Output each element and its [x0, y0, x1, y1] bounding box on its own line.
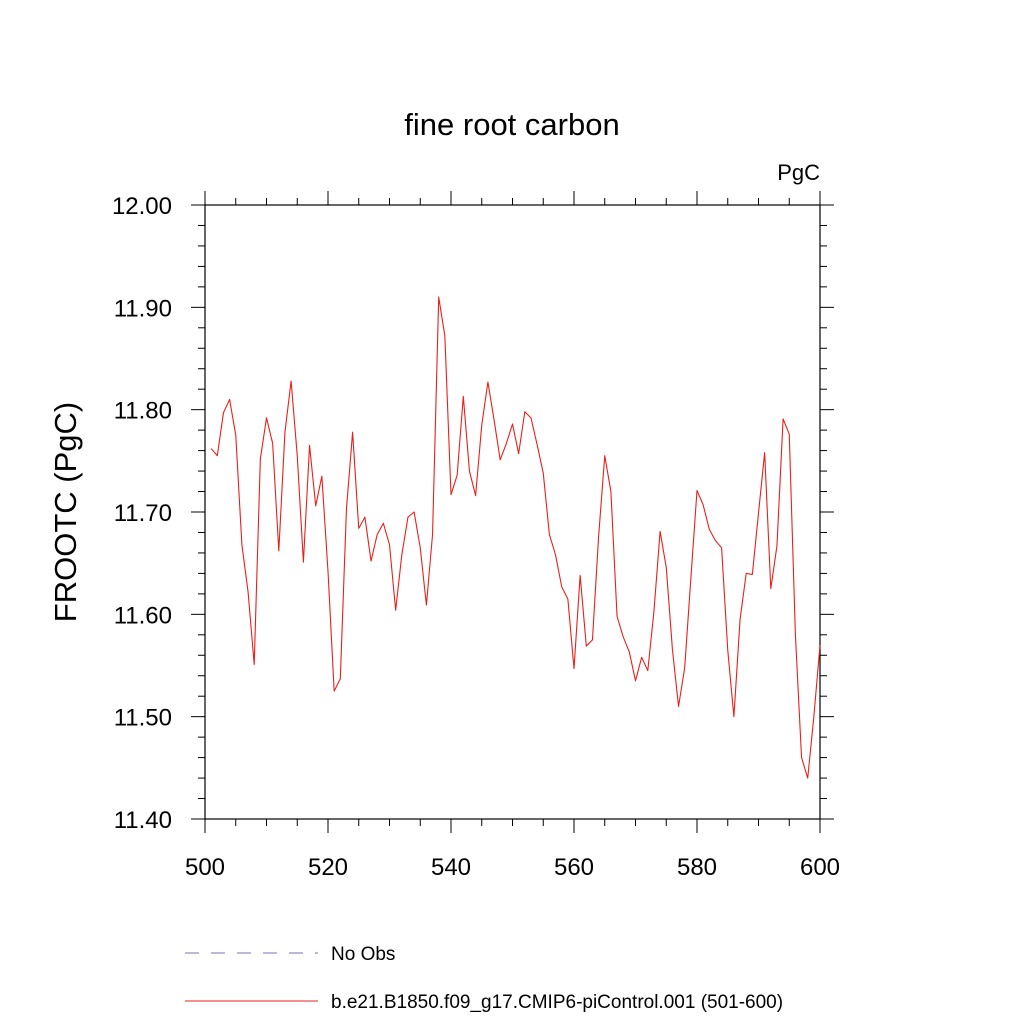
y-tick-label: 11.80 — [114, 398, 172, 425]
y-tick-label: 11.90 — [114, 295, 172, 322]
y-axis-label: FROOTC (PgC) — [48, 402, 83, 622]
legend-entry-label: No Obs — [331, 944, 395, 965]
y-tick-label: 11.40 — [114, 807, 172, 834]
x-tick-label: 600 — [800, 854, 840, 881]
plot-frame — [204, 204, 821, 820]
x-tick-label: 540 — [431, 854, 471, 881]
chart-title: fine root carbon — [404, 107, 619, 142]
y-tick-label: 12.00 — [112, 193, 172, 220]
legend: No Obs b.e21.B1850.f09_g17.CMIP6-piContro… — [185, 944, 783, 1013]
series-line — [210, 296, 821, 779]
x-tick-label: 560 — [554, 854, 594, 881]
y-tick-label: 11.50 — [114, 705, 172, 732]
x-tick-label: 500 — [185, 854, 225, 881]
series-layer — [210, 296, 821, 779]
x-tick-label: 580 — [677, 854, 717, 881]
units-label: PgC — [777, 160, 820, 185]
x-tick-labels: 500 520 540 560 580 600 — [185, 854, 840, 881]
y-tick-labels: 11.40 11.50 11.60 11.70 11.80 11.90 12.00 — [112, 193, 172, 834]
axis-ticks — [191, 191, 834, 833]
legend-entry-label: b.e21.B1850.f09_g17.CMIP6-piControl.001 … — [331, 992, 783, 1013]
y-tick-label: 11.60 — [114, 602, 172, 629]
y-tick-label: 11.70 — [114, 500, 172, 527]
x-tick-label: 520 — [308, 854, 348, 881]
